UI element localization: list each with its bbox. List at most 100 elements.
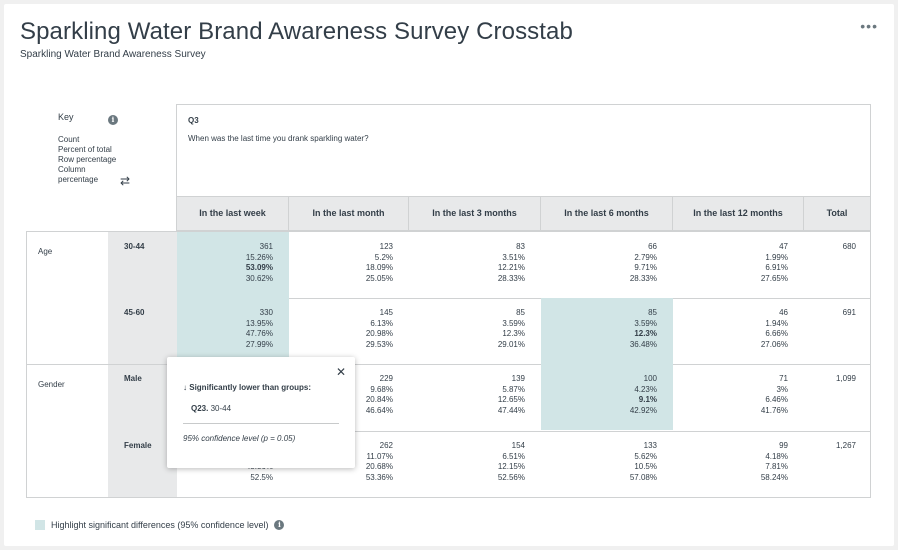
- cell-count: 46: [779, 308, 788, 317]
- close-icon[interactable]: ✕: [335, 365, 346, 379]
- cell-col-pct: 53.36%: [365, 472, 393, 482]
- cell-count: 145: [379, 308, 393, 317]
- cell-col-pct: 28.33%: [629, 273, 657, 283]
- row-total: 1,267: [835, 441, 856, 450]
- cell-col-pct: 42.92%: [629, 405, 657, 415]
- highlight-checkbox[interactable]: [35, 520, 45, 530]
- column-header-row: In the last week In the last month In th…: [176, 196, 871, 231]
- column-header[interactable]: In the last week: [177, 197, 289, 230]
- data-cell[interactable]: 66 2.79% 9.71% 28.33%: [541, 232, 673, 298]
- data-cell[interactable]: 139 5.87% 12.65% 47.44%: [409, 364, 541, 430]
- cell-count: 47: [779, 242, 788, 251]
- cell-count: 85: [648, 308, 657, 317]
- cell-count: 133: [643, 441, 657, 450]
- cell-row-pct: 20.84%: [365, 395, 393, 405]
- question-text: When was the last time you drank sparkli…: [188, 134, 369, 143]
- cell-col-pct: 30.62%: [245, 273, 273, 283]
- cell-pct-total: 6.51%: [502, 451, 525, 461]
- data-cell[interactable]: 229 9.68% 20.84% 46.64%: [289, 364, 409, 430]
- popup-heading-text: Significantly lower than groups:: [189, 383, 312, 392]
- cell-col-pct: 41.76%: [760, 405, 788, 415]
- key-item: Row percentage: [58, 155, 117, 164]
- popup-group-label: 30-44: [210, 404, 232, 413]
- column-header[interactable]: In the last 12 months: [673, 197, 804, 230]
- data-cell[interactable]: 262 11.07% 20.68% 53.36%: [289, 431, 409, 497]
- cell-count: 123: [379, 242, 393, 251]
- swap-icon[interactable]: ⇄: [120, 174, 131, 188]
- cell-pct-total: 2.79%: [634, 252, 657, 262]
- info-icon[interactable]: i: [274, 520, 285, 530]
- data-cell[interactable]: 85 3.59% 12.3% 36.48%: [541, 298, 673, 364]
- highlight-toggle[interactable]: Highlight significant differences (95% c…: [35, 520, 285, 530]
- data-cell[interactable]: 71 3% 6.46% 41.76%: [673, 364, 804, 430]
- data-cell[interactable]: 361 15.26% 53.09% 30.62%: [177, 232, 289, 298]
- cell-col-pct: 27.06%: [760, 339, 788, 349]
- cell-col-pct: 46.64%: [365, 405, 393, 415]
- cell-pct-total: 1.99%: [765, 252, 788, 262]
- cell-count: 139: [511, 374, 525, 383]
- data-cell[interactable]: 47 1.99% 6.91% 27.65%: [673, 232, 804, 298]
- cell-pct-total: 9.68%: [370, 384, 393, 394]
- cell-col-pct: 52.5%: [250, 472, 273, 482]
- data-cell[interactable]: 46 1.94% 6.66% 27.06%: [673, 298, 804, 364]
- cell-row-pct: 6.66%: [765, 329, 788, 339]
- cell-col-pct: 47.44%: [497, 405, 525, 415]
- more-options-icon[interactable]: •••: [860, 18, 878, 34]
- data-cell[interactable]: 145 6.13% 20.98% 29.53%: [289, 298, 409, 364]
- page-title: Sparkling Water Brand Awareness Survey C…: [20, 18, 573, 45]
- row-label: 30-44: [124, 242, 145, 251]
- cell-col-pct: 27.65%: [760, 273, 788, 283]
- crosstab-card: Sparkling Water Brand Awareness Survey C…: [4, 4, 894, 546]
- data-cell[interactable]: 100 4.23% 9.1% 42.92%: [541, 364, 673, 430]
- cell-row-pct: 18.09%: [365, 263, 393, 273]
- cell-count: 83: [516, 242, 525, 251]
- data-cell[interactable]: 83 3.51% 12.21% 28.33%: [409, 232, 541, 298]
- key-item: Column: [58, 165, 86, 174]
- group-label: Age: [38, 247, 53, 256]
- column-header[interactable]: In the last month: [289, 197, 409, 230]
- cell-row-pct: 9.1%: [638, 395, 657, 405]
- data-cell[interactable]: 99 4.18% 7.81% 58.24%: [673, 431, 804, 497]
- cell-pct-total: 3.59%: [502, 318, 525, 328]
- key-item: Percent of total: [58, 145, 112, 154]
- cell-row-pct: 12.65%: [497, 395, 525, 405]
- column-header[interactable]: Total: [826, 208, 848, 218]
- cell-pct-total: 3%: [776, 384, 788, 394]
- column-header[interactable]: In the last 3 months: [409, 197, 541, 230]
- cell-row-pct: 6.91%: [765, 263, 788, 273]
- cell-col-pct: 27.99%: [245, 339, 273, 349]
- cell-pct-total: 5.87%: [502, 384, 525, 394]
- cell-col-pct: 36.48%: [629, 339, 657, 349]
- data-cell[interactable]: 133 5.62% 10.5% 57.08%: [541, 431, 673, 497]
- row-label: Male: [124, 374, 142, 383]
- cell-pct-total: 11.07%: [366, 451, 393, 461]
- cell-col-pct: 52.56%: [497, 472, 525, 482]
- row-label: 45-60: [124, 308, 145, 317]
- group-label: Gender: [38, 380, 65, 389]
- data-cell[interactable]: 154 6.51% 12.15% 52.56%: [409, 431, 541, 497]
- question-id: Q3: [188, 116, 199, 125]
- data-cell[interactable]: 330 13.95% 47.76% 27.99%: [177, 298, 289, 364]
- crosstab-table: In the last week In the last month In th…: [26, 196, 871, 498]
- data-cell[interactable]: 85 3.59% 12.3% 29.01%: [409, 298, 541, 364]
- key-item: percentage: [58, 175, 99, 184]
- table-body: Age Gender 30-44 45-60 Male Female 361 15…: [26, 231, 871, 498]
- cell-count: 154: [511, 441, 525, 450]
- info-icon[interactable]: i: [108, 115, 118, 125]
- cell-row-pct: 53.09%: [245, 263, 273, 273]
- row-label: Female: [124, 441, 152, 450]
- cell-count: 361: [259, 242, 273, 251]
- cell-pct-total: 5.62%: [634, 451, 657, 461]
- arrow-down-icon: ↓: [183, 383, 187, 392]
- row-divider: [177, 431, 870, 432]
- cell-pct-total: 3.51%: [502, 252, 525, 262]
- popup-heading: ↓ Significantly lower than groups:: [183, 383, 311, 392]
- column-header[interactable]: In the last 6 months: [541, 197, 673, 230]
- popup-group: Q23. 30-44: [191, 404, 231, 413]
- data-cell[interactable]: 123 5.2% 18.09% 25.05%: [289, 232, 409, 298]
- cell-col-pct: 29.01%: [497, 339, 525, 349]
- cell-row-pct: 12.3%: [502, 329, 525, 339]
- cell-col-pct: 29.53%: [365, 339, 393, 349]
- group-divider: [27, 364, 870, 365]
- question-header: Q3 When was the last time you drank spar…: [176, 104, 871, 196]
